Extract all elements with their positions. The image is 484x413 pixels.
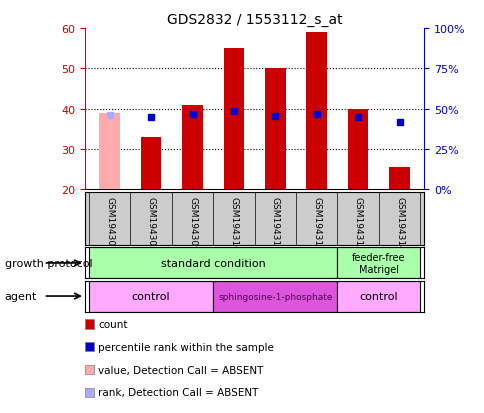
Text: GSM194307: GSM194307 [105, 196, 114, 251]
Text: GSM194314: GSM194314 [394, 196, 403, 251]
Text: GSM194312: GSM194312 [312, 196, 320, 251]
Text: growth protocol: growth protocol [5, 258, 92, 268]
Bar [99, 114, 120, 190]
Text: standard condition: standard condition [161, 258, 265, 268]
Text: value, Detection Call = ABSENT: value, Detection Call = ABSENT [98, 365, 263, 375]
Title: GDS2832 / 1553112_s_at: GDS2832 / 1553112_s_at [166, 12, 342, 26]
Text: feeder-free
Matrigel: feeder-free Matrigel [351, 252, 405, 274]
Bar [223, 49, 244, 190]
Bar [89, 248, 337, 279]
Text: control: control [359, 291, 397, 301]
Bar [182, 105, 202, 190]
Bar [264, 69, 285, 190]
Bar [337, 281, 419, 312]
Bar [306, 33, 326, 190]
Bar [347, 109, 368, 190]
Text: control: control [132, 291, 170, 301]
Text: GSM194309: GSM194309 [188, 196, 197, 251]
Text: GSM194310: GSM194310 [229, 196, 238, 251]
Text: rank, Detection Call = ABSENT: rank, Detection Call = ABSENT [98, 387, 258, 397]
Text: count: count [98, 319, 128, 329]
Text: GSM194313: GSM194313 [353, 196, 362, 251]
Text: agent: agent [5, 291, 37, 301]
Bar [337, 248, 419, 279]
Bar [140, 138, 161, 190]
Text: percentile rank within the sample: percentile rank within the sample [98, 342, 274, 352]
Text: GSM194311: GSM194311 [270, 196, 279, 251]
Bar [388, 168, 409, 190]
Bar [89, 281, 213, 312]
Bar [213, 281, 337, 312]
Text: sphingosine-1-phosphate: sphingosine-1-phosphate [218, 292, 332, 301]
Text: GSM194308: GSM194308 [146, 196, 155, 251]
